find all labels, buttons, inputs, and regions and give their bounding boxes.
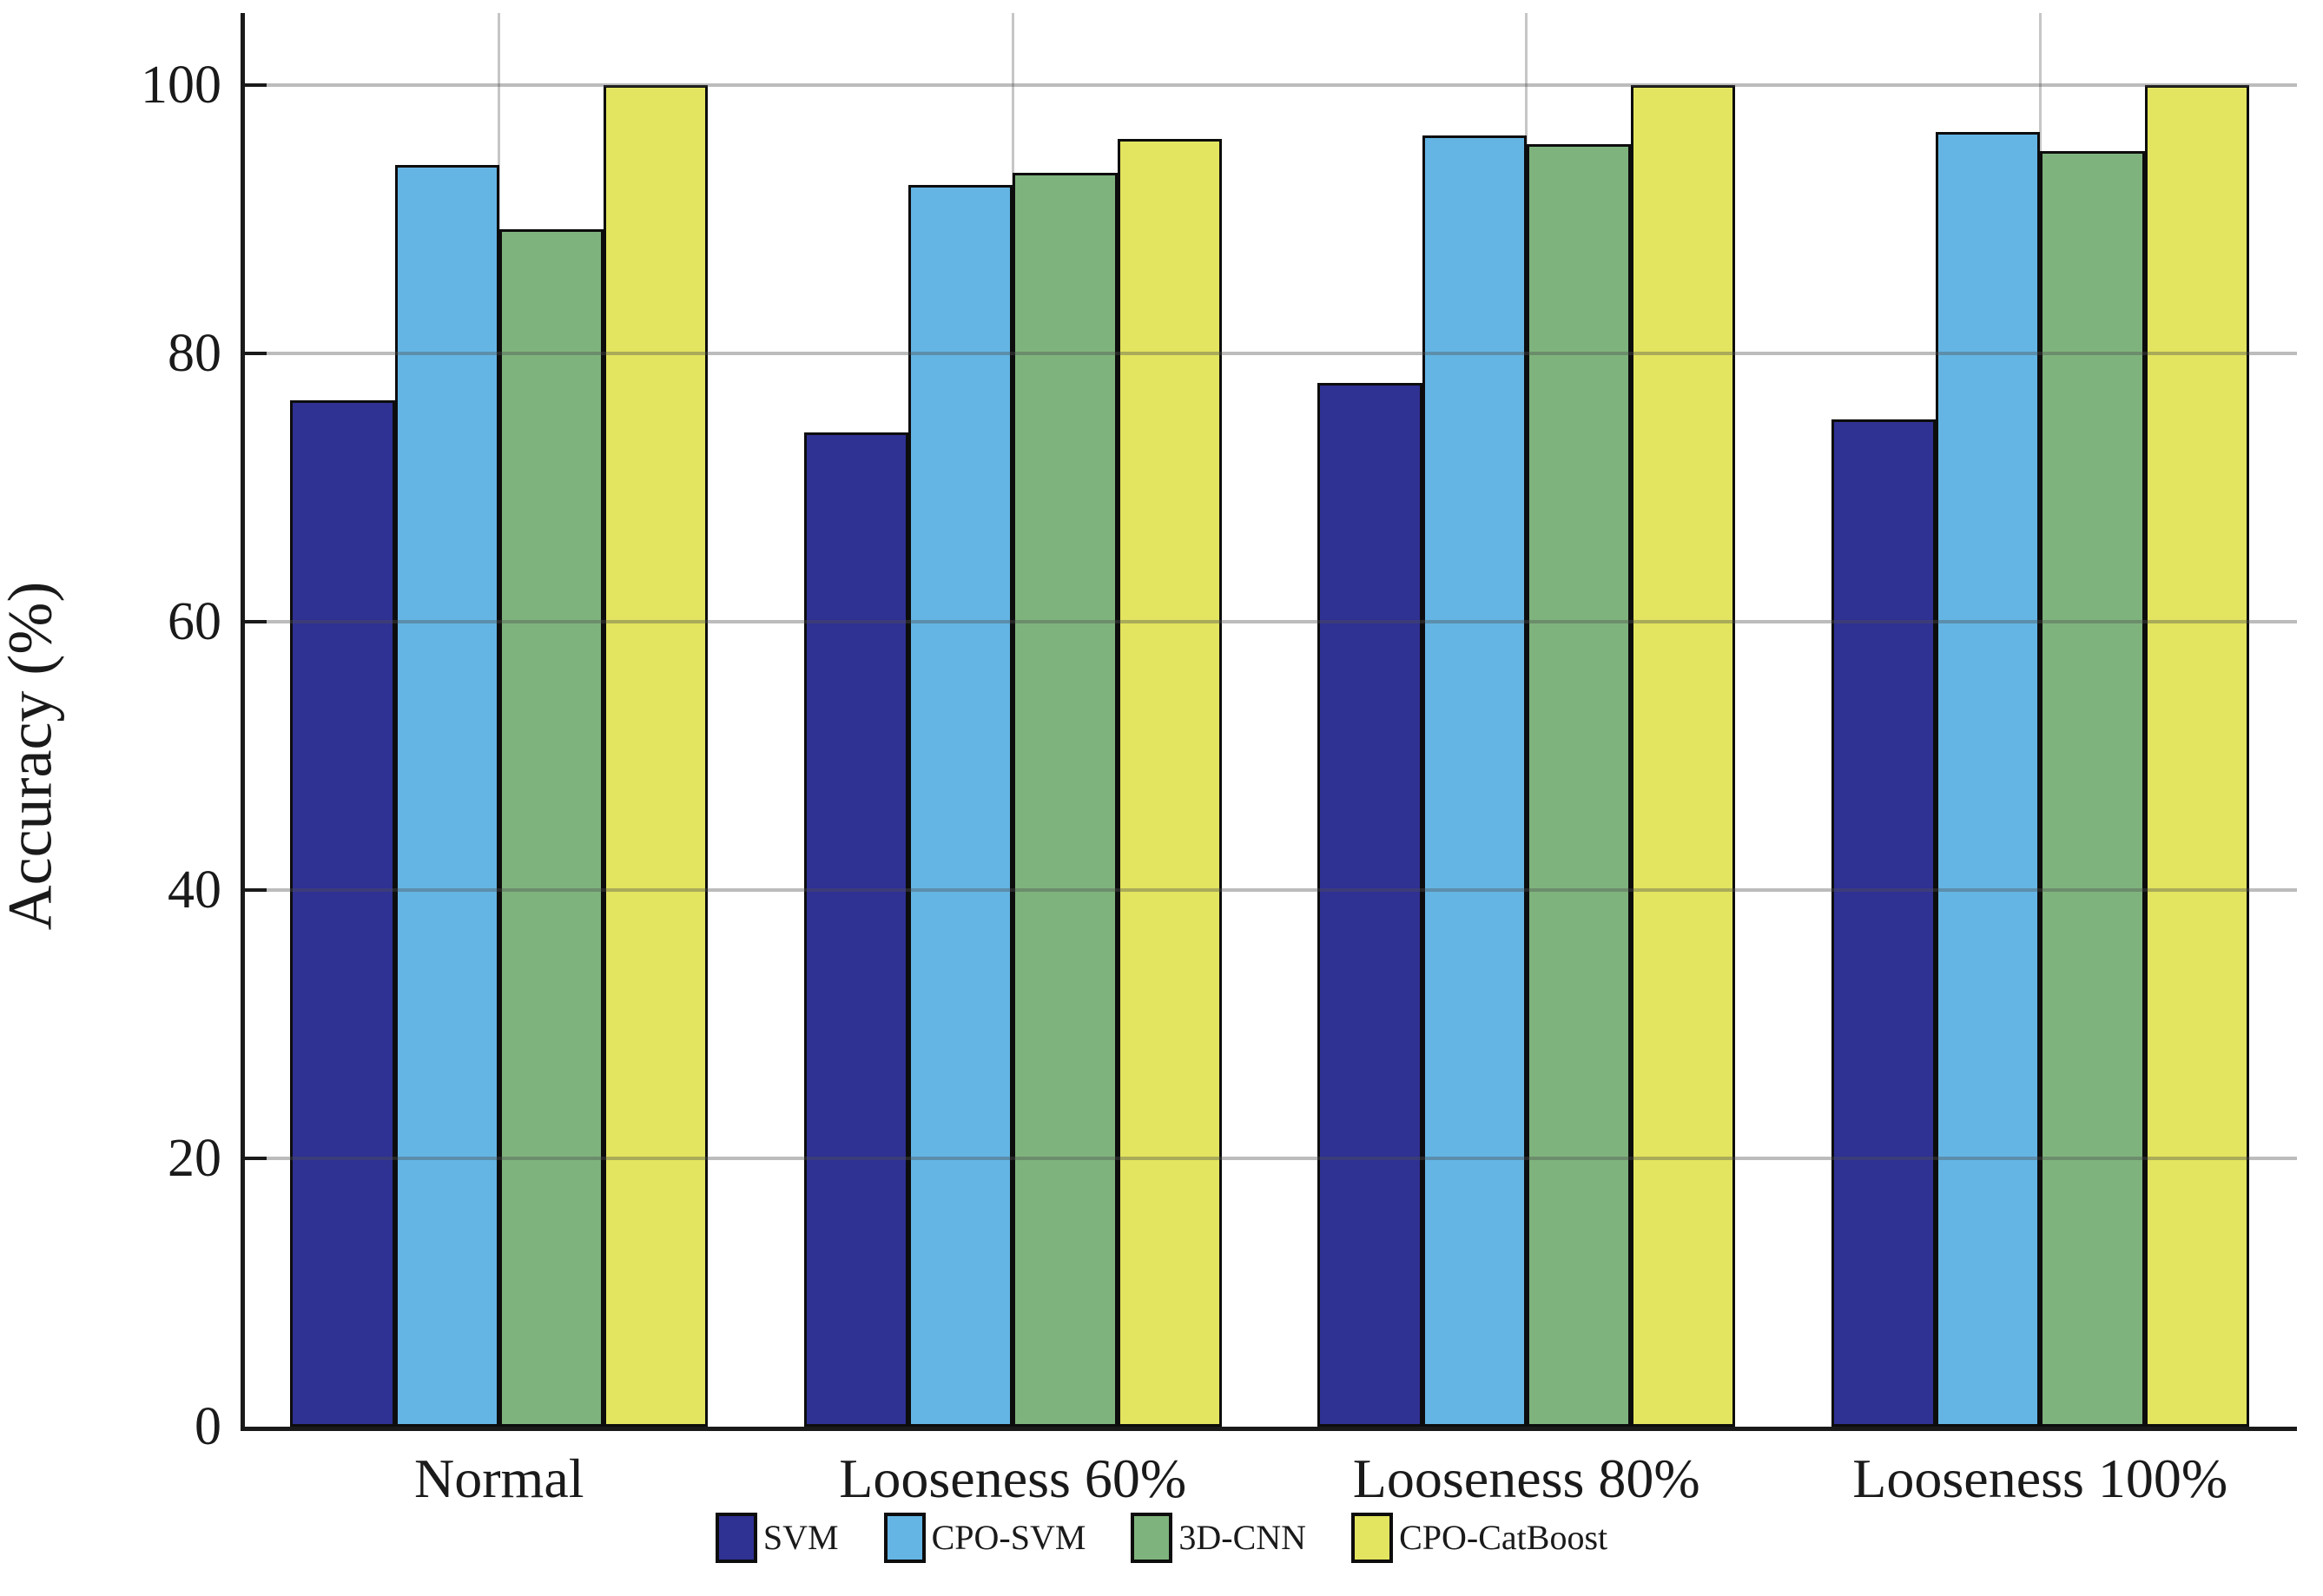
legend-item-3d-cnn: 3D-CNN	[1131, 1513, 1306, 1563]
bar-cpo-svm-3	[1422, 135, 1527, 1427]
x-category-label: Looseness 60%	[839, 1448, 1187, 1509]
y-axis-title: Accuracy (%)	[0, 581, 65, 931]
legend-swatch	[1351, 1513, 1394, 1563]
bar-cpo-catboost-3	[1631, 85, 1736, 1427]
legend-label: SVM	[762, 1518, 839, 1557]
horizontal-gridline	[242, 620, 2297, 624]
x-category-label: Looseness 100%	[1852, 1448, 2228, 1509]
legend-item-svm: SVM	[715, 1513, 839, 1563]
bar-svm-3	[1317, 383, 1422, 1427]
bar-svm-4	[1831, 419, 1936, 1427]
legend-label: 3D-CNN	[1178, 1518, 1307, 1557]
bar-3d-cnn-4	[2040, 151, 2145, 1427]
bar-svm-1	[290, 400, 395, 1427]
bar-cpo-svm-4	[1936, 132, 2041, 1427]
x-category-label: Looseness 80%	[1352, 1448, 1700, 1509]
horizontal-gridline	[242, 83, 2297, 88]
y-tick-label: 100	[141, 56, 221, 115]
plot-area	[242, 13, 2297, 1427]
y-tick-label: 20	[168, 1129, 221, 1189]
x-category-label: Normal	[414, 1448, 584, 1509]
horizontal-gridline	[242, 352, 2297, 356]
bar-3d-cnn-1	[498, 228, 604, 1427]
y-tick-label: 40	[168, 861, 221, 920]
y-tick-label: 80	[168, 324, 221, 384]
legend-label: CPO-CatBoost	[1399, 1518, 1608, 1557]
y-tick-mark	[242, 888, 267, 893]
horizontal-gridline	[242, 1157, 2297, 1161]
legend-swatch	[883, 1513, 926, 1563]
bar-cpo-svm-1	[394, 164, 499, 1427]
bar-cpo-catboost-4	[2144, 85, 2249, 1427]
legend-swatch	[1131, 1513, 1173, 1563]
y-tick-label: 60	[168, 592, 221, 652]
y-tick-label: 0	[195, 1397, 221, 1456]
bar-3d-cnn-2	[1013, 172, 1118, 1427]
bar-cpo-catboost-1	[604, 85, 709, 1427]
y-tick-mark	[242, 1157, 267, 1161]
x-axis-line	[241, 1427, 2297, 1431]
legend-label: CPO-SVM	[931, 1518, 1086, 1557]
legend-swatch	[715, 1513, 757, 1563]
legend-item-cpo-svm: CPO-SVM	[883, 1513, 1086, 1563]
bar-3d-cnn-3	[1526, 144, 1631, 1427]
y-axis-line	[241, 13, 245, 1431]
y-tick-mark	[242, 352, 267, 356]
bar-cpo-catboost-2	[1117, 139, 1222, 1427]
legend-item-cpo-catboost: CPO-CatBoost	[1351, 1513, 1607, 1563]
legend: SVM CPO-SVM 3D-CNN CPO-CatBoost	[0, 1513, 2323, 1563]
bar-cpo-svm-2	[908, 184, 1013, 1427]
y-tick-mark	[242, 83, 267, 88]
bar-svm-2	[803, 432, 908, 1427]
y-tick-mark	[242, 620, 267, 624]
horizontal-gridline	[242, 888, 2297, 893]
